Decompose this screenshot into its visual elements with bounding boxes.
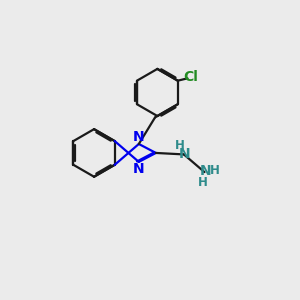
Text: H: H bbox=[210, 164, 220, 177]
Text: N: N bbox=[179, 147, 191, 161]
Text: N: N bbox=[200, 164, 212, 178]
Text: N: N bbox=[132, 130, 144, 144]
Text: H: H bbox=[198, 176, 208, 189]
Text: N: N bbox=[132, 162, 144, 176]
Text: H: H bbox=[175, 139, 184, 152]
Text: Cl: Cl bbox=[184, 70, 198, 84]
